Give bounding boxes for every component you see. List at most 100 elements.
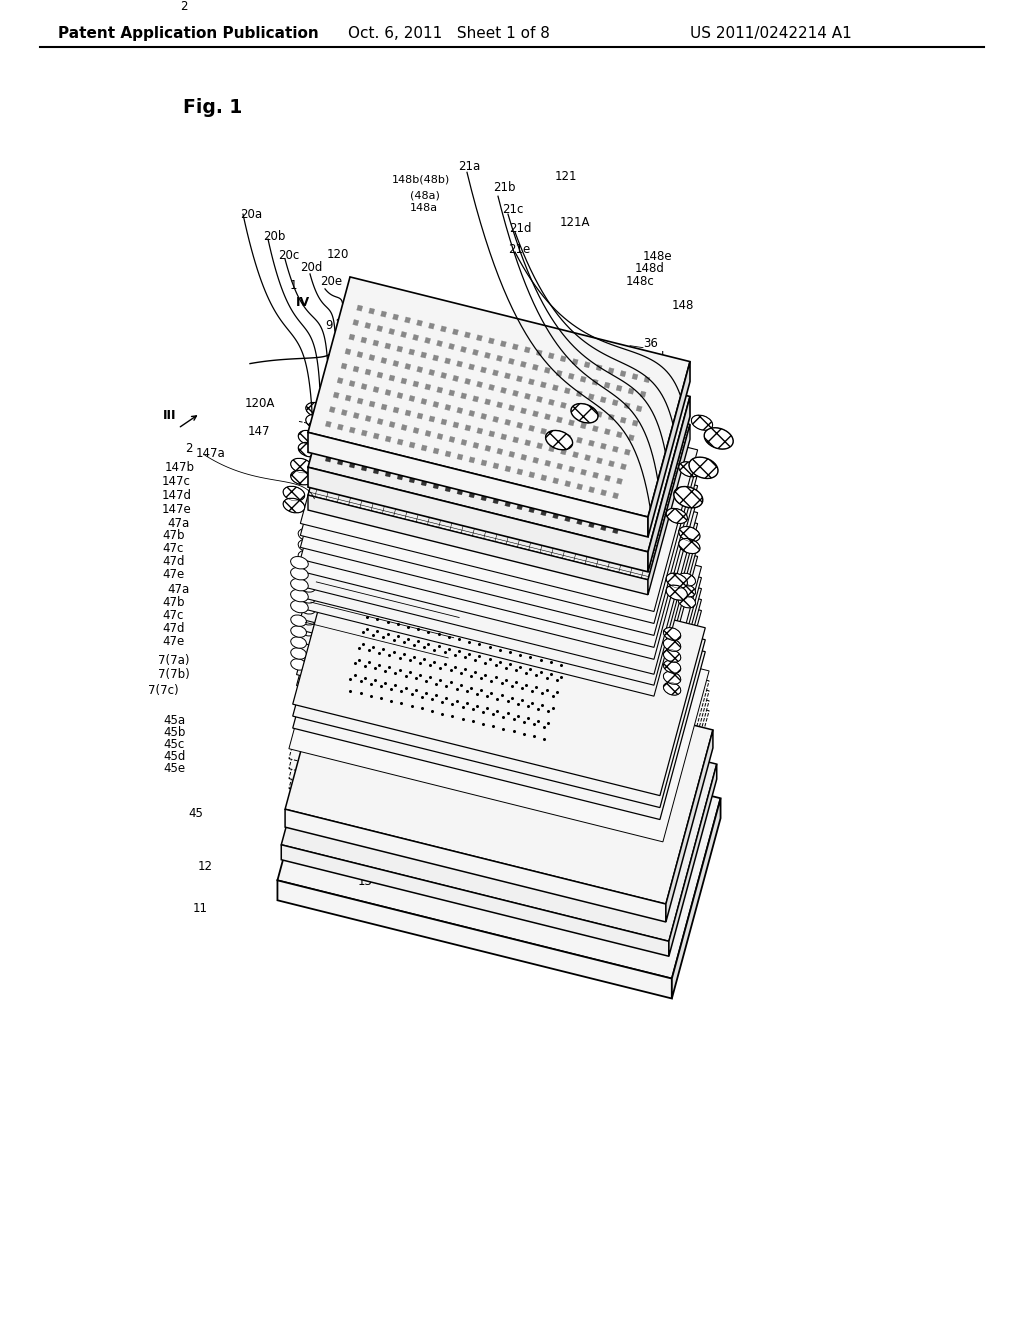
Ellipse shape: [667, 585, 687, 601]
Polygon shape: [505, 408, 511, 414]
Polygon shape: [289, 607, 709, 871]
Polygon shape: [356, 339, 362, 346]
Polygon shape: [560, 403, 566, 408]
Polygon shape: [497, 401, 503, 408]
Polygon shape: [604, 417, 610, 424]
Polygon shape: [560, 483, 566, 490]
Polygon shape: [640, 426, 646, 432]
Polygon shape: [509, 405, 515, 411]
Ellipse shape: [309, 569, 325, 579]
Polygon shape: [429, 416, 435, 422]
Ellipse shape: [664, 649, 681, 663]
Ellipse shape: [291, 568, 308, 579]
Polygon shape: [666, 730, 713, 921]
Text: 37: 37: [295, 853, 310, 866]
Polygon shape: [625, 484, 631, 490]
Polygon shape: [400, 331, 407, 338]
Polygon shape: [632, 374, 638, 380]
Polygon shape: [512, 379, 518, 385]
Text: 5: 5: [523, 816, 530, 829]
Ellipse shape: [678, 573, 695, 586]
Polygon shape: [532, 399, 539, 405]
Polygon shape: [480, 413, 486, 420]
Polygon shape: [532, 492, 539, 499]
Polygon shape: [484, 434, 490, 440]
Polygon shape: [520, 396, 526, 403]
Polygon shape: [300, 385, 697, 635]
Polygon shape: [341, 397, 347, 404]
Polygon shape: [484, 480, 490, 486]
Polygon shape: [596, 400, 602, 405]
Polygon shape: [349, 380, 355, 387]
Polygon shape: [461, 346, 467, 352]
Polygon shape: [584, 362, 590, 368]
Polygon shape: [520, 442, 526, 449]
Polygon shape: [600, 432, 606, 438]
Polygon shape: [433, 483, 439, 488]
Polygon shape: [381, 358, 387, 364]
Text: 7(7c): 7(7c): [148, 684, 178, 697]
Text: IV: IV: [518, 451, 532, 465]
Ellipse shape: [306, 544, 324, 557]
Ellipse shape: [664, 639, 681, 651]
Polygon shape: [396, 346, 402, 352]
Polygon shape: [404, 399, 411, 404]
Text: 48e: 48e: [641, 440, 664, 453]
Polygon shape: [644, 412, 650, 417]
Polygon shape: [409, 396, 415, 401]
Polygon shape: [444, 358, 451, 364]
Polygon shape: [537, 432, 543, 437]
Polygon shape: [469, 411, 475, 417]
Polygon shape: [608, 461, 614, 467]
Polygon shape: [560, 437, 566, 444]
Polygon shape: [593, 507, 599, 513]
Polygon shape: [381, 404, 387, 411]
Text: 47e: 47e: [162, 569, 184, 581]
Polygon shape: [556, 451, 562, 458]
Polygon shape: [476, 416, 482, 422]
Polygon shape: [572, 405, 579, 412]
Polygon shape: [648, 396, 690, 572]
Polygon shape: [444, 440, 451, 445]
Polygon shape: [592, 461, 598, 467]
Polygon shape: [508, 393, 514, 400]
Polygon shape: [552, 420, 558, 426]
Polygon shape: [326, 455, 332, 462]
Polygon shape: [417, 413, 423, 420]
Polygon shape: [377, 372, 383, 379]
Polygon shape: [488, 338, 495, 345]
Polygon shape: [493, 451, 499, 458]
Text: 148e: 148e: [643, 249, 673, 263]
Text: 16: 16: [476, 830, 490, 843]
Text: 37: 37: [638, 496, 653, 510]
Polygon shape: [413, 381, 419, 387]
Polygon shape: [440, 372, 446, 379]
Polygon shape: [572, 440, 579, 446]
Polygon shape: [628, 470, 634, 475]
Text: 45e: 45e: [163, 762, 185, 775]
Polygon shape: [433, 447, 439, 454]
Polygon shape: [369, 401, 375, 407]
Ellipse shape: [300, 591, 315, 603]
Polygon shape: [400, 366, 407, 372]
Polygon shape: [672, 799, 721, 998]
Polygon shape: [616, 513, 623, 519]
Ellipse shape: [291, 470, 312, 484]
Polygon shape: [505, 454, 511, 461]
Polygon shape: [624, 403, 630, 409]
Polygon shape: [604, 463, 610, 470]
Ellipse shape: [313, 516, 331, 529]
Polygon shape: [608, 495, 614, 502]
Polygon shape: [413, 370, 419, 375]
Polygon shape: [501, 341, 507, 347]
Polygon shape: [373, 421, 379, 428]
Polygon shape: [585, 490, 591, 496]
Text: 9: 9: [325, 319, 333, 333]
Polygon shape: [449, 471, 455, 478]
Polygon shape: [300, 409, 697, 659]
Polygon shape: [516, 457, 522, 463]
Polygon shape: [445, 451, 452, 457]
Polygon shape: [297, 499, 701, 754]
Polygon shape: [369, 343, 375, 348]
Polygon shape: [556, 405, 562, 412]
